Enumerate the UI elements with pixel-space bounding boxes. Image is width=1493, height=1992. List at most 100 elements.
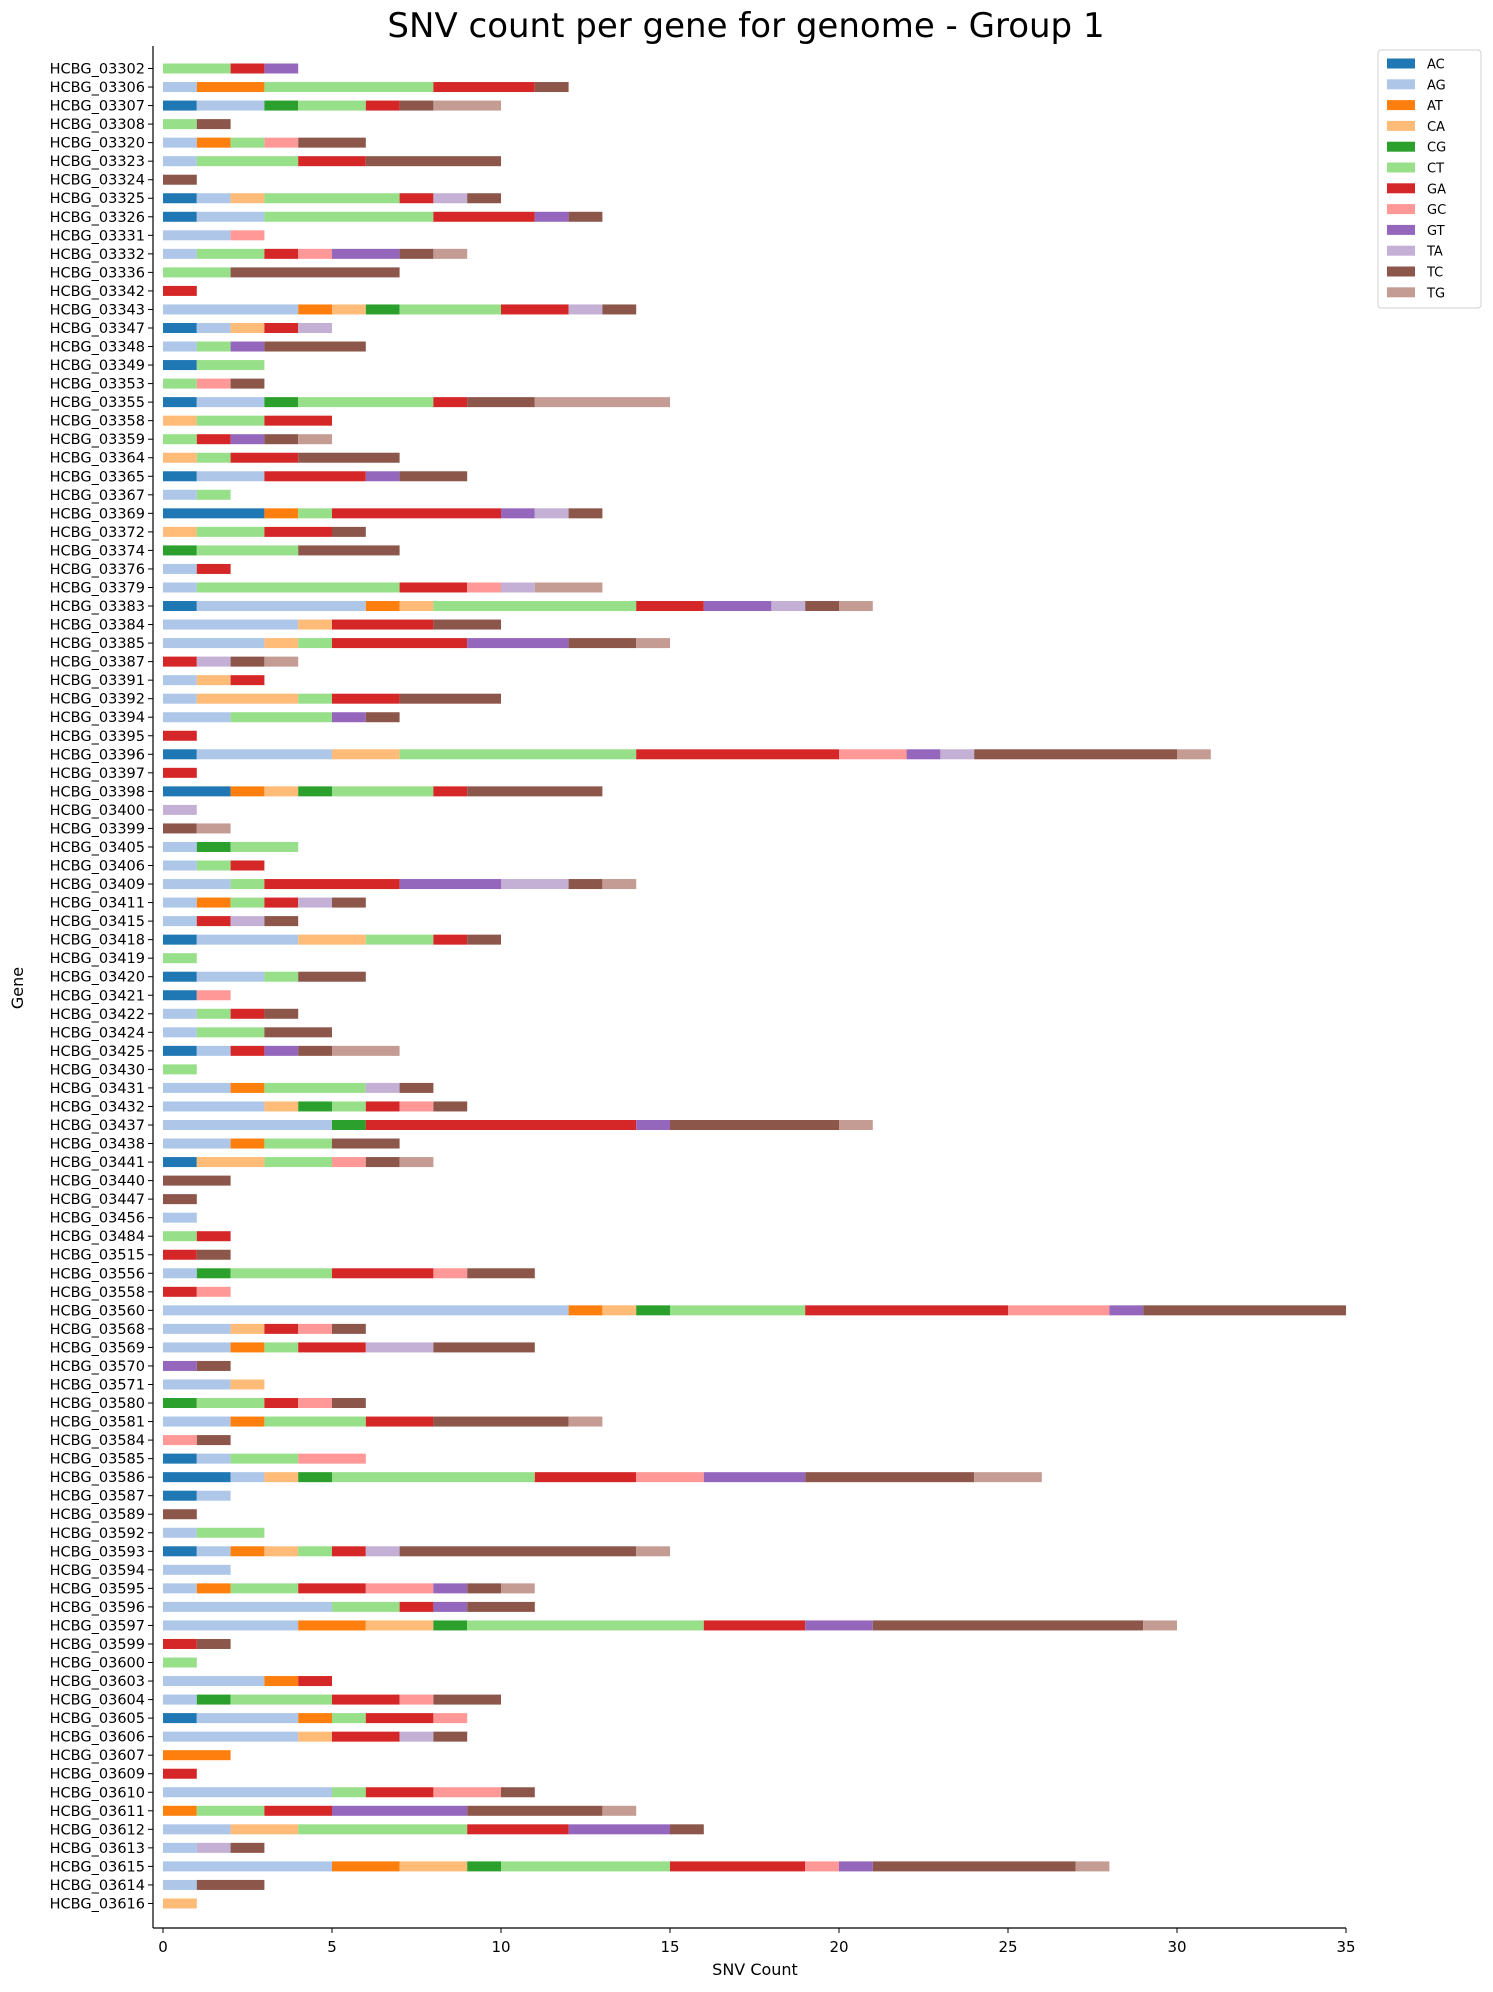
bar-segment-ag <box>196 971 265 982</box>
bar-segment-ag <box>163 916 197 927</box>
bar-segment-gt <box>264 1045 299 1056</box>
y-tick-label: HCBG_03421 <box>50 988 145 1004</box>
bar-segment-ga <box>332 638 468 649</box>
bar-segment-gc <box>163 1435 197 1446</box>
bar-segment-at <box>163 1750 231 1761</box>
bar-segment-tg <box>1075 1861 1110 1872</box>
bar-segment-at <box>163 1805 197 1816</box>
y-tick-label: HCBG_03596 <box>50 1600 145 1616</box>
bar-segment-tc <box>467 1805 603 1816</box>
y-tick-label: HCBG_03320 <box>50 136 145 152</box>
bar-segment-ac <box>163 100 197 111</box>
bar-segment-tc <box>163 174 197 185</box>
y-tick-label: HCBG_03398 <box>50 784 145 800</box>
y-tick-label: HCBG_03379 <box>50 580 145 596</box>
bar-segment-gc <box>298 1323 332 1334</box>
bar-segment-ga <box>163 730 197 741</box>
y-tick-label: HCBG_03604 <box>50 1693 145 1709</box>
bar-segment-tc <box>568 211 603 222</box>
bar-segment-tc <box>467 786 603 797</box>
bar-segment-ct <box>298 1824 468 1835</box>
legend-swatch-cg <box>1387 141 1415 152</box>
bar-segment-gc <box>298 248 332 259</box>
bar-segment-ca <box>264 638 299 649</box>
bar-segment-tc <box>534 82 569 93</box>
bar-segment-ac <box>163 1490 197 1501</box>
bar-segment-ct <box>298 638 332 649</box>
bar-segment-ga <box>264 897 299 908</box>
bar-segment-gc <box>1008 1305 1110 1316</box>
y-tick-labels: HCBG_03302 HCBG_03306 HCBG_03307 HCBG_03308… <box>50 62 153 1912</box>
bar-segment-gc <box>196 1286 231 1297</box>
bar-segment-tc <box>467 934 501 945</box>
y-tick-label: HCBG_03420 <box>50 970 145 986</box>
bar-segment-ag <box>163 1564 231 1575</box>
bar-segment-ct <box>196 582 400 593</box>
legend-label-ga: GA <box>1427 182 1446 197</box>
bar-segment-ca <box>230 1323 265 1334</box>
bar-segment-ta <box>230 916 265 927</box>
bar-segment-ct <box>230 1583 299 1594</box>
legend-label-cg: CG <box>1427 141 1446 156</box>
bar-segment-ct <box>163 1657 197 1668</box>
bar-segment-cg <box>298 1101 332 1112</box>
y-tick-label: HCBG_03599 <box>50 1637 145 1653</box>
y-tick-label: HCBG_03595 <box>50 1581 145 1597</box>
y-tick-label: HCBG_03419 <box>50 951 145 967</box>
y-tick-label: HCBG_03422 <box>50 1007 145 1023</box>
bar-segment-tc <box>433 1416 569 1427</box>
bar-segment-ca <box>163 415 197 426</box>
bar-segment-ac <box>163 786 231 797</box>
legend-label-gc: GC <box>1427 203 1446 218</box>
legend-swatch-tc <box>1387 266 1415 277</box>
bar-segment-ag <box>163 1212 197 1223</box>
bar-segment-tc <box>670 1119 839 1130</box>
y-tick-label: HCBG_03409 <box>50 877 145 893</box>
bar-segment-tc <box>230 267 400 278</box>
bar-segment-gt <box>399 879 501 890</box>
bar-segment-ag <box>163 1620 299 1631</box>
bar-segment-tc <box>399 248 434 259</box>
bar-segment-ct <box>230 1453 299 1464</box>
bar-segment-ac <box>163 601 197 612</box>
bar-segment-at <box>332 1861 400 1872</box>
bar-segment-ag <box>163 1379 231 1390</box>
bar-segment-ta <box>568 304 603 315</box>
y-tick-label: HCBG_03326 <box>50 210 145 226</box>
bar-segment-ct <box>196 1805 265 1816</box>
bar-segment-ag <box>163 860 197 871</box>
legend-swatch-at <box>1387 100 1415 111</box>
bar-segment-ag <box>163 1824 231 1835</box>
legend-frame <box>1377 49 1482 309</box>
bar-segment-gt <box>264 63 299 74</box>
x-tick-label: 25 <box>998 1938 1017 1956</box>
y-tick-label: HCBG_03367 <box>50 488 145 504</box>
bar-segment-ct <box>196 1527 265 1538</box>
bar-segment-tc <box>230 1842 265 1853</box>
bar-segment-ga <box>433 82 535 93</box>
y-tick-label: HCBG_03556 <box>50 1266 145 1282</box>
bar-segment-ga <box>298 1342 366 1353</box>
bar-segment-ct <box>230 137 265 148</box>
bar-segment-ag <box>163 230 231 241</box>
y-tick-label: HCBG_03580 <box>50 1396 145 1412</box>
legend-swatch-ca <box>1387 120 1415 131</box>
y-tick-label: HCBG_03456 <box>50 1211 145 1227</box>
y-tick-label: HCBG_03396 <box>50 747 145 763</box>
bar-segment-tc <box>805 601 839 612</box>
bar-segment-ag <box>163 1676 265 1687</box>
bar-segment-ag <box>196 322 231 333</box>
bar-segment-ta <box>365 1342 434 1353</box>
legend-label-tc: TC <box>1426 266 1443 281</box>
bar-segment-ct <box>163 63 231 74</box>
bar-segment-ca <box>399 601 434 612</box>
bar-segment-ag <box>196 193 231 204</box>
bar-segment-at <box>365 601 400 612</box>
y-tick-label: HCBG_03584 <box>50 1433 145 1449</box>
bar-segment-tg <box>839 601 873 612</box>
bar-segment-tc <box>163 823 197 834</box>
bar-segment-ta <box>196 1842 231 1853</box>
bar-segment-ag <box>163 1527 197 1538</box>
y-tick-label: HCBG_03323 <box>50 154 145 170</box>
bar-segment-ct <box>298 693 332 704</box>
